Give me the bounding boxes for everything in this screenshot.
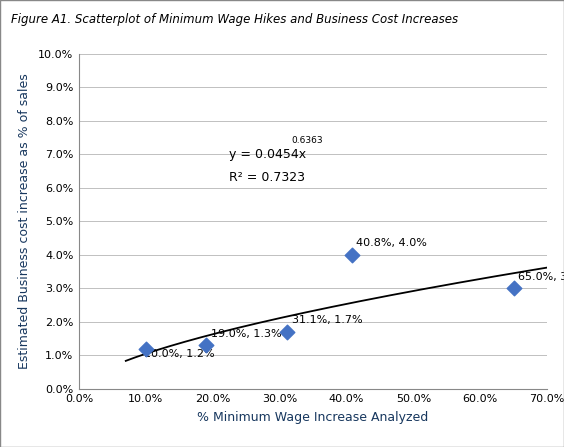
Point (283, 328, 292, 335)
Y-axis label: Estimated Business cost increase as % of sales: Estimated Business cost increase as % of… (18, 73, 31, 369)
Point (509, 285, 518, 292)
Text: 19.0%, 1.3%: 19.0%, 1.3% (211, 329, 281, 339)
X-axis label: % Minimum Wage Increase Analyzed: % Minimum Wage Increase Analyzed (197, 411, 429, 424)
Text: 40.8%, 4.0%: 40.8%, 4.0% (356, 238, 428, 248)
Text: R² = 0.7323: R² = 0.7323 (230, 171, 306, 184)
Point (142, 345, 151, 352)
Point (347, 251, 356, 258)
Text: Figure A1. Scatterplot of Minimum Wage Hikes and Business Cost Increases: Figure A1. Scatterplot of Minimum Wage H… (11, 13, 459, 26)
Text: 10.0%, 1.2%: 10.0%, 1.2% (144, 349, 215, 358)
Text: y = 0.0454x: y = 0.0454x (230, 148, 307, 161)
Text: 65.0%, 3.0%: 65.0%, 3.0% (518, 272, 564, 282)
Point (201, 342, 210, 349)
Text: 31.1%, 1.7%: 31.1%, 1.7% (292, 315, 362, 325)
Text: 0.6363: 0.6363 (292, 136, 323, 145)
